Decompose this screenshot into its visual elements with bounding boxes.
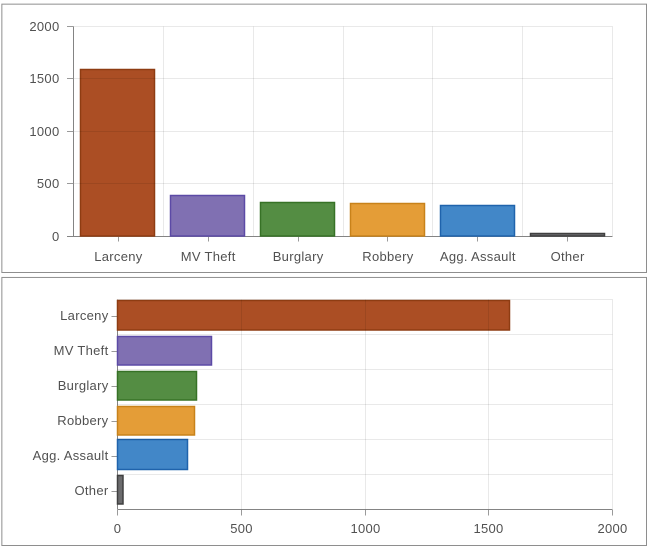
svg-text:Other: Other [551,249,585,264]
svg-text:Agg. Assault: Agg. Assault [440,249,516,264]
svg-text:Burglary: Burglary [273,249,324,264]
svg-text:MV Theft: MV Theft [181,249,236,264]
svg-text:Larceny: Larceny [94,249,143,264]
svg-text:2000: 2000 [29,19,59,34]
svg-text:1500: 1500 [29,71,59,86]
svg-text:MV Theft: MV Theft [54,343,109,358]
svg-text:Larceny: Larceny [60,308,109,323]
svg-text:1000: 1000 [29,124,59,139]
svg-text:2000: 2000 [597,521,627,536]
svg-text:Agg. Assault: Agg. Assault [33,448,109,463]
svg-text:Other: Other [74,483,108,498]
svg-text:Burglary: Burglary [58,378,109,393]
svg-text:Robbery: Robbery [362,249,413,264]
svg-text:Robbery: Robbery [57,413,108,428]
svg-text:500: 500 [37,176,60,191]
svg-text:500: 500 [230,521,253,536]
svg-text:1000: 1000 [350,521,380,536]
svg-text:0: 0 [52,229,60,244]
svg-text:1500: 1500 [473,521,503,536]
svg-text:0: 0 [114,521,122,536]
